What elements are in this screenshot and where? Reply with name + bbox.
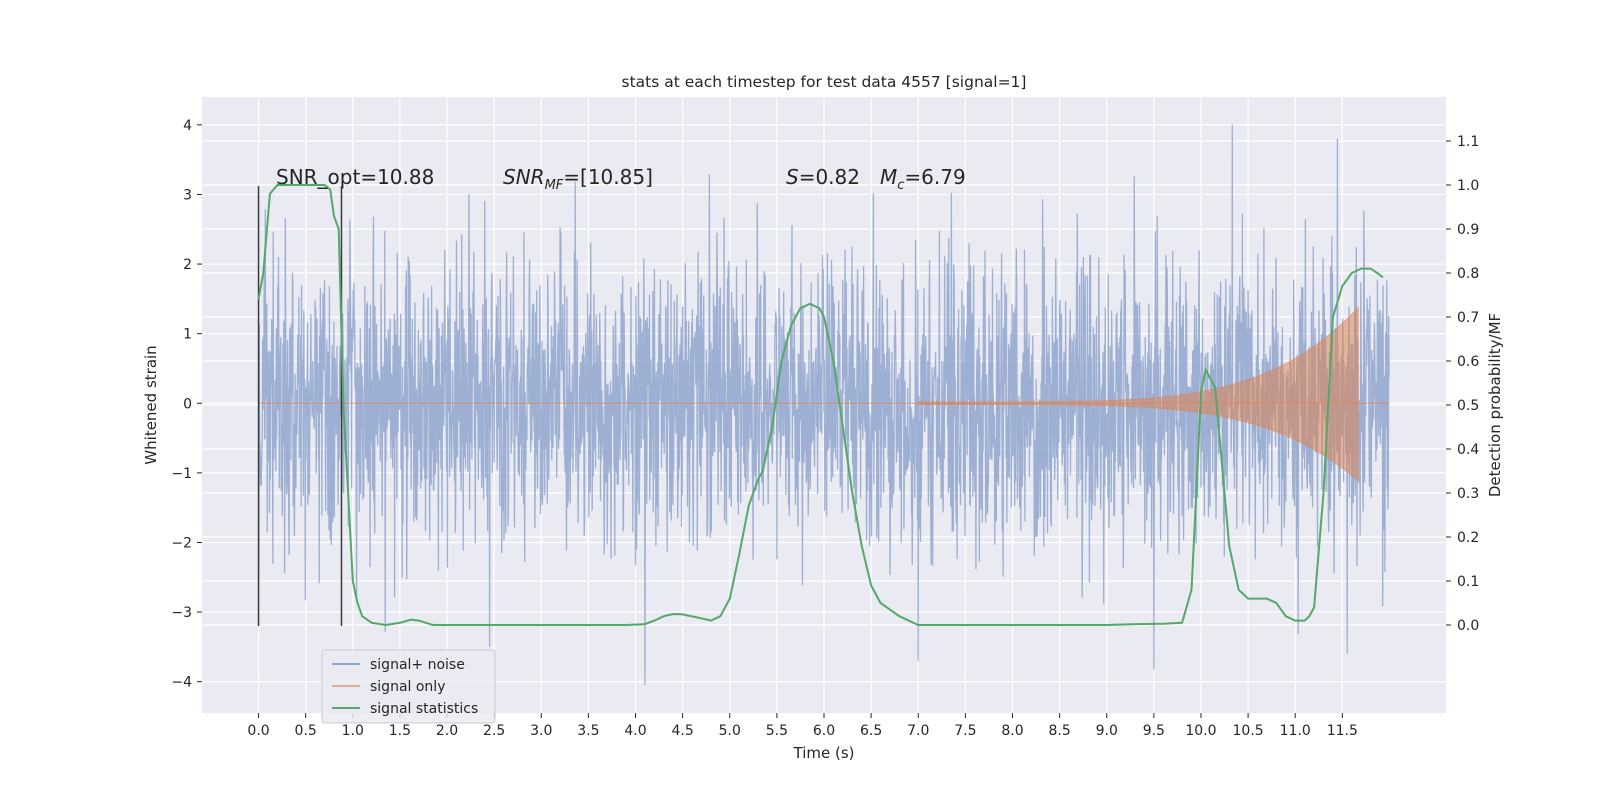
y-axis-label: Whitened strain xyxy=(142,345,160,464)
annotation-mc-value: =6.79 xyxy=(904,165,965,189)
x-tick-label-4: 2.0 xyxy=(436,723,458,739)
x-tick-label-10: 5.0 xyxy=(719,723,741,739)
y-tick-label-3: −1 xyxy=(171,466,192,482)
y2-tick-label-10: 1.0 xyxy=(1457,178,1479,194)
annotation-s: S=0.82 xyxy=(786,165,860,189)
x-tick-label-13: 6.5 xyxy=(860,723,882,739)
y-tick-label-8: 4 xyxy=(183,118,192,134)
annotation-mc-sub: c xyxy=(897,178,904,193)
y2-tick-label-2: 0.2 xyxy=(1457,530,1479,546)
x-tick-label-23: 11.5 xyxy=(1327,723,1358,739)
legend: signal+ noise signal only signal statist… xyxy=(321,649,496,724)
annotation-s-symbol: S xyxy=(786,165,799,189)
y2-tick-label-8: 0.8 xyxy=(1457,266,1479,282)
series-signal-only xyxy=(917,306,1359,482)
y-tick-label-4: 0 xyxy=(183,396,192,412)
x-tick-label-6: 3.0 xyxy=(530,723,552,739)
x-tick-label-19: 9.5 xyxy=(1143,723,1165,739)
x-tick-label-11: 5.5 xyxy=(766,723,788,739)
y2-tick-label-1: 0.1 xyxy=(1457,574,1479,590)
x-axis-label: Time (s) xyxy=(793,744,855,762)
x-tick-label-15: 7.5 xyxy=(954,723,976,739)
x-tick-label-12: 6.0 xyxy=(813,723,835,739)
annotation-snr-mf-sub: MF xyxy=(545,178,564,193)
chart-title: stats at each timestep for test data 455… xyxy=(622,73,1027,91)
annotation-mc: Mc=6.79 xyxy=(880,165,966,193)
x-tick-label-5: 2.5 xyxy=(483,723,505,739)
x-tick-label-18: 9.0 xyxy=(1096,723,1118,739)
y-tick-label-2: −2 xyxy=(171,535,192,551)
annotation-mc-symbol: M xyxy=(880,165,897,189)
x-tick-label-17: 8.5 xyxy=(1048,723,1070,739)
series-signal-statistics xyxy=(257,184,1384,627)
y-tick-label-5: 1 xyxy=(183,327,192,343)
y-tick-label-7: 3 xyxy=(183,187,192,203)
annotation-snr-opt: SNR_opt=10.88 xyxy=(276,165,434,189)
annotation-snr-mf-value: =[10.85] xyxy=(563,165,653,189)
x-tick-label-1: 0.5 xyxy=(295,723,317,739)
annotation-s-value: =0.82 xyxy=(799,165,860,189)
ticks: 0.0 0.5 1.0 1.5 2.0 2.5 3.0 3.5 4.0 4.5 5.0 5.5 6.0 6… xyxy=(171,118,1479,739)
x-tick-label-14: 7.0 xyxy=(907,723,929,739)
data-layer xyxy=(257,124,1390,686)
x-tick-label-16: 8.0 xyxy=(1001,723,1023,739)
annotation-snr-mf-base: SNR xyxy=(503,165,545,189)
legend-label-signal-noise: signal+ noise xyxy=(370,657,465,673)
y-tick-label-6: 2 xyxy=(183,257,192,273)
legend-box xyxy=(321,649,496,724)
x-tick-label-0: 0.0 xyxy=(247,723,269,739)
legend-label-signal-statistics: signal statistics xyxy=(370,701,478,717)
x-tick-label-3: 1.5 xyxy=(389,723,411,739)
legend-label-signal-only: signal only xyxy=(370,679,445,695)
y2-axis-label: Detection probability/MF xyxy=(1486,313,1504,497)
y-tick-label-0: −4 xyxy=(171,675,192,691)
y2-tick-label-9: 0.9 xyxy=(1457,222,1479,238)
y2-tick-label-6: 0.6 xyxy=(1457,354,1479,370)
y2-tick-label-4: 0.4 xyxy=(1457,442,1479,458)
y2-tick-label-0: 0.0 xyxy=(1457,618,1479,634)
y2-tick-label-5: 0.5 xyxy=(1457,398,1479,414)
x-tick-label-8: 4.0 xyxy=(624,723,646,739)
vertical-markers xyxy=(257,186,343,626)
x-tick-label-22: 11.0 xyxy=(1280,723,1311,739)
y2-tick-label-7: 0.7 xyxy=(1457,310,1479,326)
y-tick-label-1: −3 xyxy=(171,605,192,621)
annotation-snr-mf: SNRMF=[10.85] xyxy=(503,165,653,193)
x-tick-label-2: 1.0 xyxy=(342,723,364,739)
x-tick-label-21: 10.5 xyxy=(1233,723,1264,739)
x-tick-label-9: 4.5 xyxy=(672,723,694,739)
y2-tick-label-11: 1.1 xyxy=(1457,134,1479,150)
x-tick-label-7: 3.5 xyxy=(577,723,599,739)
y2-tick-label-3: 0.3 xyxy=(1457,486,1479,502)
x-tick-label-20: 10.0 xyxy=(1185,723,1216,739)
